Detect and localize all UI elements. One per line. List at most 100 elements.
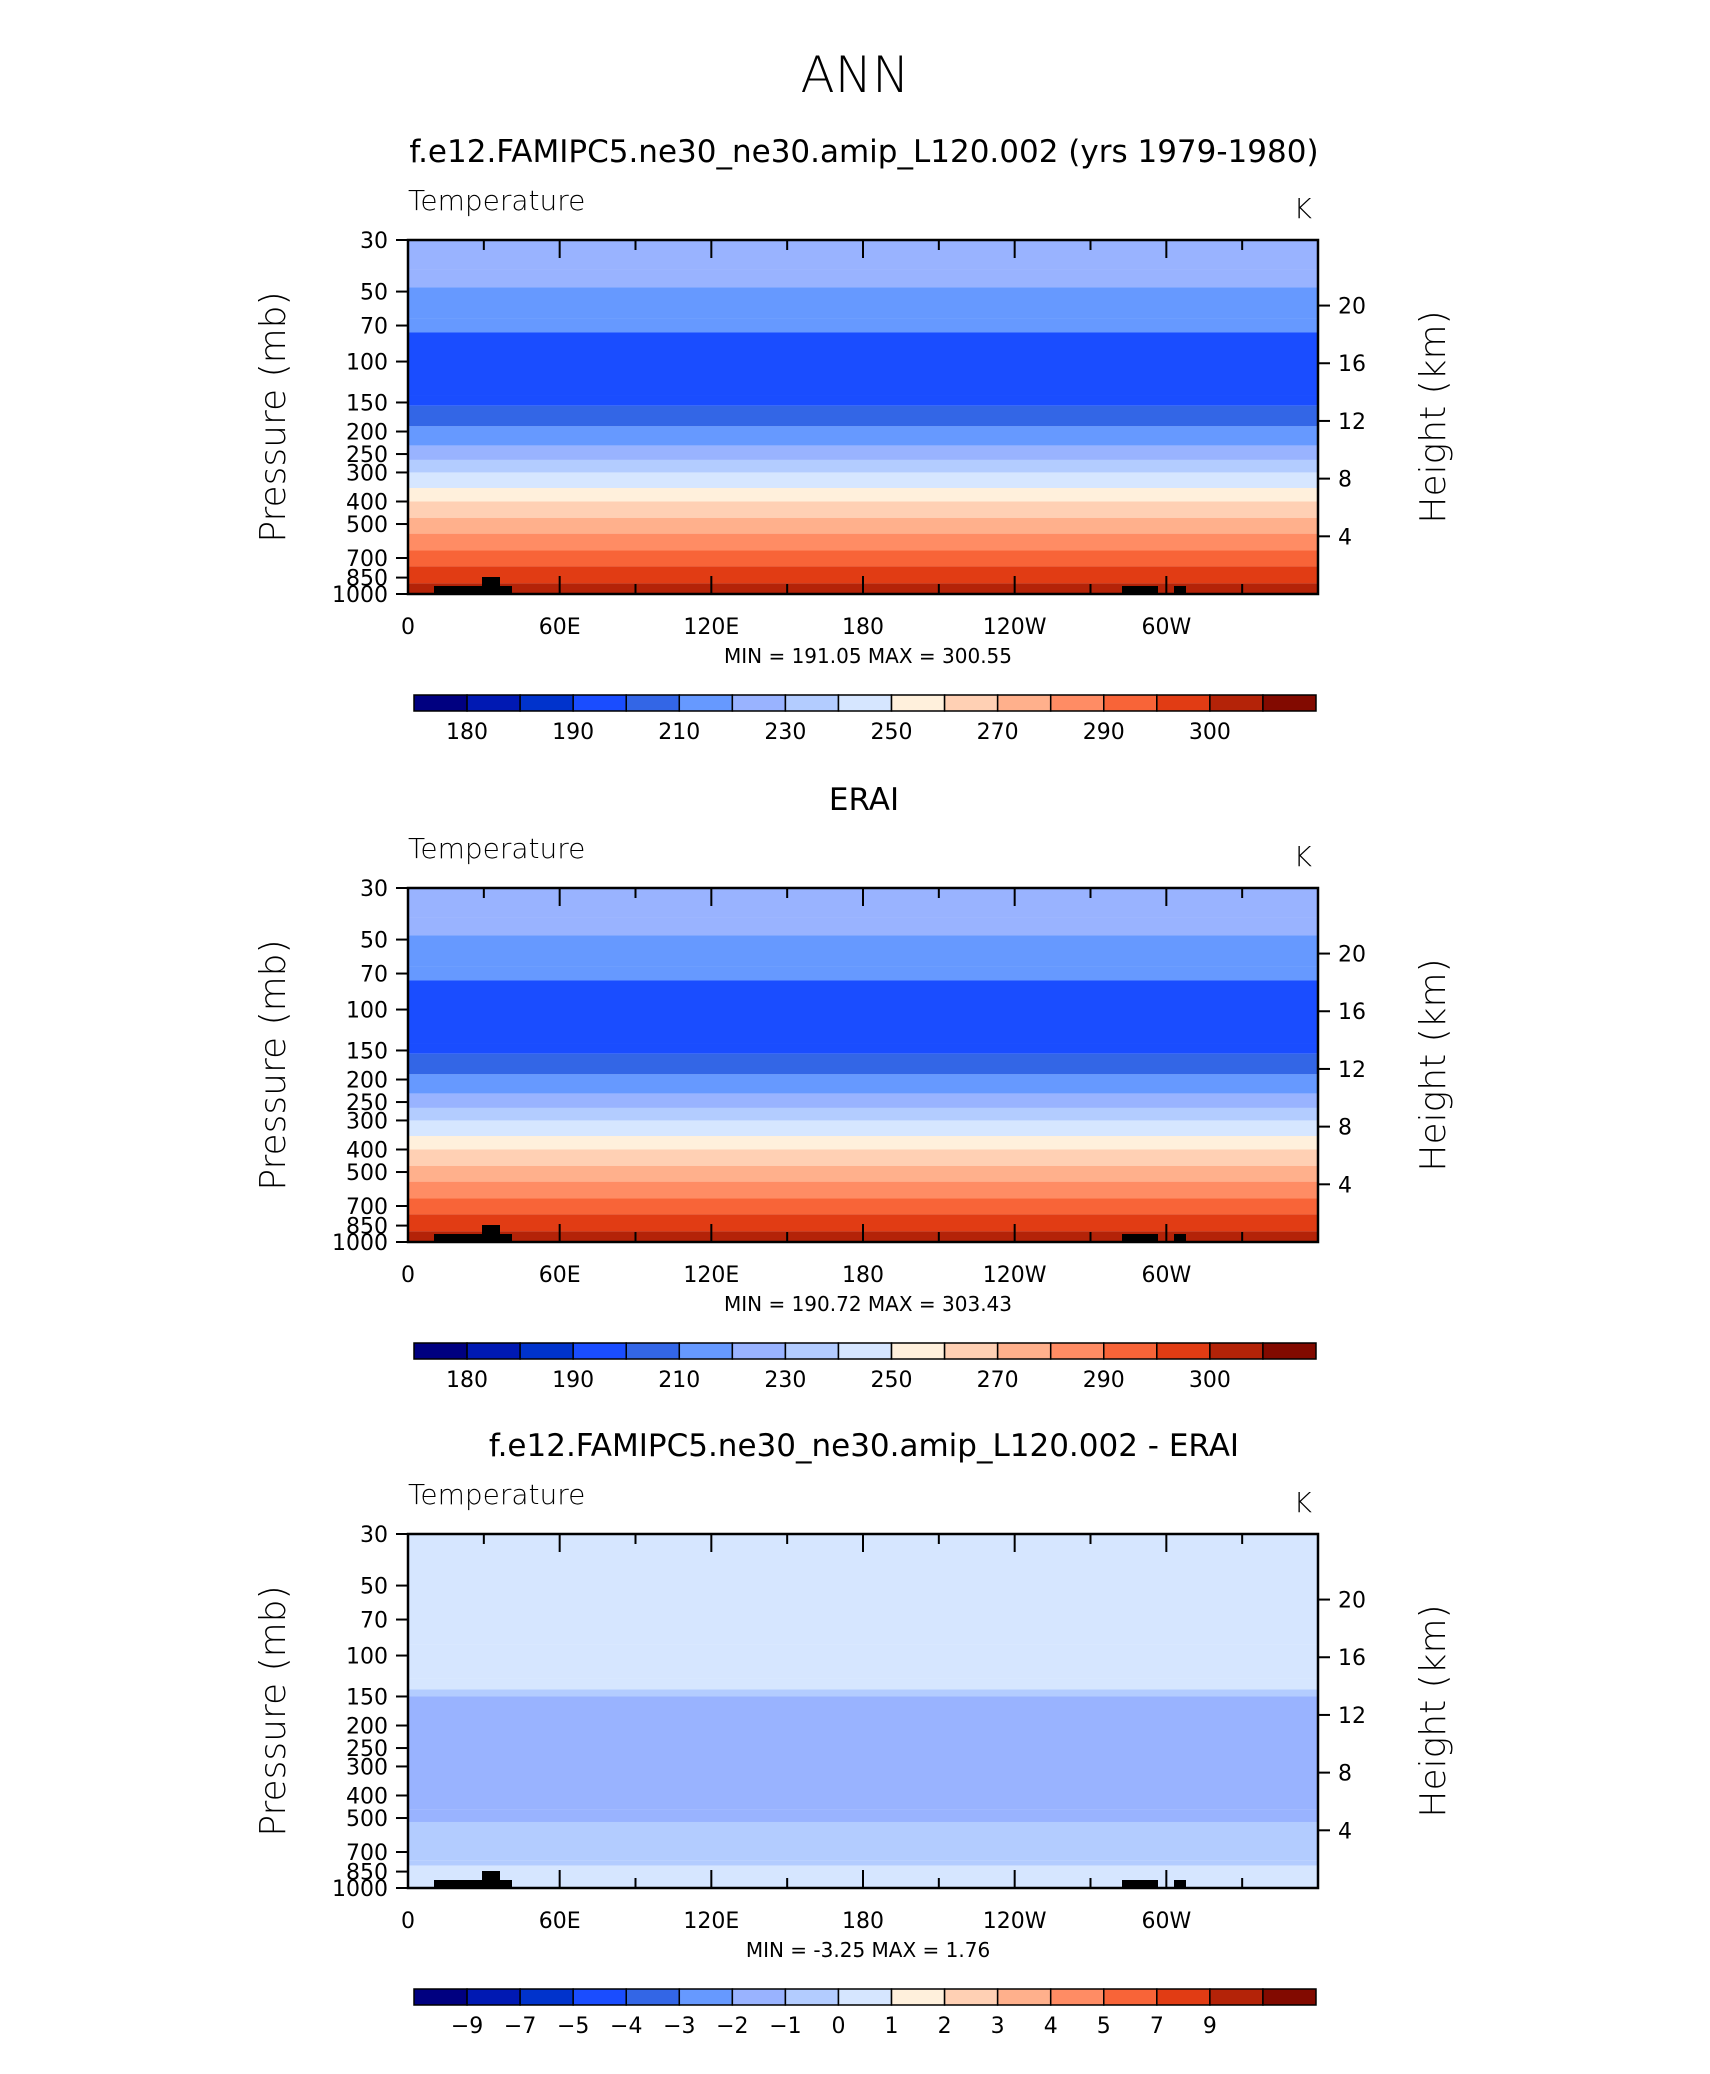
y2-tick-label: 8 — [1338, 1116, 1352, 1141]
colorbar-box — [519, 1342, 574, 1360]
colorbar-label: 300 — [1189, 1368, 1231, 1393]
contour-band — [408, 1120, 1318, 1137]
colorbar-box — [943, 1988, 999, 2006]
y-tick-label: 300 — [346, 1755, 388, 1780]
contour-band — [408, 472, 1318, 489]
y2-tick-label: 4 — [1338, 1819, 1352, 1844]
panel-title: f.e12.FAMIPC5.ne30_ne30.amip_L120.002 - … — [489, 1428, 1239, 1464]
colorbar-box — [625, 1342, 681, 1360]
colorbar-box — [519, 694, 574, 712]
units-label: K — [1294, 1486, 1313, 1519]
y-tick-label: 50 — [360, 1575, 388, 1600]
contour-band — [408, 269, 1318, 288]
colorbar-label: −4 — [610, 2014, 642, 2039]
colorbar-box — [1262, 1342, 1317, 1360]
y2-axis-label: Height (km) — [1413, 958, 1454, 1171]
y-tick-label: 150 — [346, 1039, 388, 1064]
y-tick-label: 1000 — [332, 583, 388, 608]
units-label: K — [1294, 192, 1313, 225]
colorbar-box — [784, 1342, 840, 1360]
colorbar-box — [1262, 1988, 1317, 2006]
y-tick-label: 200 — [346, 1069, 388, 1094]
colorbar-box — [1103, 1988, 1158, 2006]
contour-band — [408, 550, 1318, 567]
y-tick-label: 150 — [346, 391, 388, 416]
y2-tick-label: 16 — [1338, 1646, 1366, 1671]
topography-block — [1122, 1880, 1158, 1888]
colorbar-label: −3 — [663, 2014, 695, 2039]
y-tick-label: 300 — [346, 1109, 388, 1134]
topography-block — [1174, 1234, 1186, 1242]
contour-band — [408, 332, 1318, 396]
contour-band — [408, 1136, 1318, 1150]
colorbar-label: −1 — [769, 2014, 801, 2039]
topography-block — [434, 1234, 512, 1242]
variable-label: Temperature — [408, 1478, 585, 1511]
topography-block — [482, 1225, 500, 1235]
page-title: ANN — [800, 46, 909, 104]
y2-tick-label: 16 — [1338, 352, 1366, 377]
contour-band — [408, 1678, 1318, 1690]
colorbar-label: 180 — [446, 720, 488, 745]
colorbar-box — [1156, 694, 1211, 712]
contour-band — [408, 318, 1318, 333]
y-tick-label: 70 — [360, 315, 388, 340]
topography-block — [1122, 1234, 1158, 1242]
colorbar-box — [572, 1988, 627, 2006]
colorbar-box — [466, 694, 521, 712]
units-label: K — [1294, 840, 1313, 873]
colorbar-label: −5 — [557, 2014, 589, 2039]
colorbar-box — [1049, 694, 1105, 712]
panel-title: ERAI — [829, 782, 899, 818]
x-tick-label: 0 — [401, 1909, 415, 1934]
colorbar-box — [784, 1988, 840, 2006]
contour-band — [408, 445, 1318, 460]
colorbar-label: −9 — [451, 2014, 483, 2039]
colorbar-label: 190 — [552, 720, 594, 745]
y2-tick-label: 20 — [1338, 1589, 1366, 1614]
y-tick-label: 30 — [360, 229, 388, 254]
y-tick-label: 50 — [360, 929, 388, 954]
colorbar-label: −2 — [716, 2014, 748, 2039]
colorbar-label: 230 — [764, 1368, 806, 1393]
colorbar-label: 290 — [1083, 720, 1125, 745]
colorbar-box — [731, 1988, 787, 2006]
colorbar-box — [837, 1988, 893, 2006]
colorbar-box — [890, 694, 946, 712]
contour-band — [408, 966, 1318, 981]
topography-block — [434, 586, 512, 594]
colorbar-box — [572, 1342, 627, 1360]
colorbar-box — [625, 694, 681, 712]
contour-band — [408, 1534, 1318, 1645]
y-tick-label: 300 — [346, 461, 388, 486]
colorbar-box — [890, 1988, 946, 2006]
y-tick-label: 200 — [346, 1715, 388, 1740]
colorbar-box — [1209, 1342, 1264, 1360]
contour-band — [408, 1860, 1318, 1866]
colorbar-box — [996, 1342, 1052, 1360]
colorbar-box — [678, 1342, 734, 1360]
x-tick-label: 0 — [401, 615, 415, 640]
x-tick-label: 60W — [1141, 1263, 1191, 1288]
colorbar-label: 190 — [552, 1368, 594, 1393]
colorbar-box — [1103, 694, 1158, 712]
colorbar-label: 300 — [1189, 720, 1231, 745]
contour-band — [408, 1689, 1318, 1697]
contour-band — [408, 1165, 1318, 1182]
colorbar-label: 250 — [871, 1368, 913, 1393]
colorbar-label: 270 — [977, 720, 1019, 745]
min-max-text: MIN = -3.25 MAX = 1.76 — [746, 1938, 990, 1962]
y2-tick-label: 8 — [1338, 1762, 1352, 1787]
contour-band — [408, 1644, 1318, 1679]
y-tick-label: 100 — [346, 999, 388, 1024]
x-tick-label: 60W — [1141, 615, 1191, 640]
y-tick-label: 250 — [346, 1737, 388, 1762]
topography-block — [482, 577, 500, 587]
y2-tick-label: 12 — [1338, 1704, 1366, 1729]
topography-block — [482, 1871, 500, 1881]
contour-band — [408, 935, 1318, 967]
x-tick-label: 60W — [1141, 1909, 1191, 1934]
y-axis-label: Pressure (mb) — [253, 291, 294, 542]
x-tick-label: 120E — [683, 1263, 739, 1288]
colorbar-label: 9 — [1203, 2014, 1217, 2039]
